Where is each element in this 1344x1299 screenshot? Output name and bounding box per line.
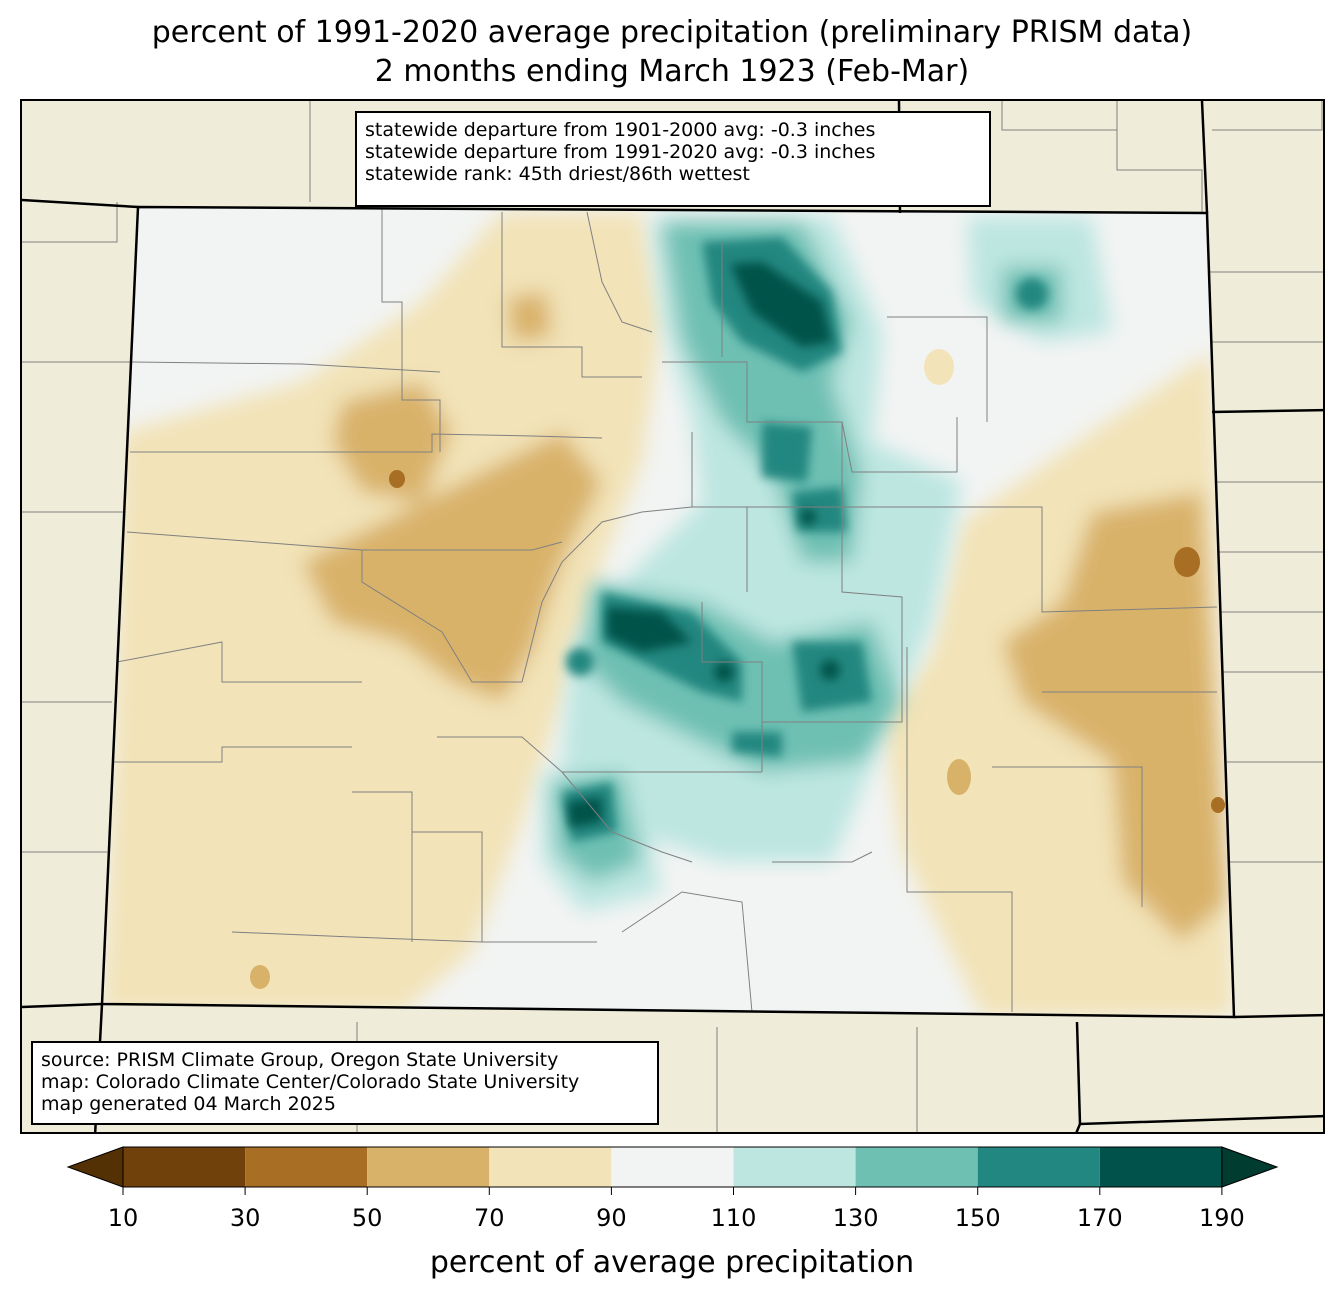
map-credit-line: map: Colorado Climate Center/Colorado St… [41, 1071, 580, 1093]
stats-rank: statewide rank: 45th driest/86th wettest [365, 163, 750, 185]
wet-150-170-mid [762, 422, 812, 482]
colorbar-tick-label: 130 [832, 1204, 879, 1232]
colorbar-segment-b70_90 [489, 1147, 612, 1187]
colorbar-segment-b110_130 [733, 1147, 856, 1187]
colorbar-tick-label: 50 [351, 1204, 383, 1232]
colorbar [66, 1146, 1279, 1195]
wet-170-190-mid-spot [800, 509, 816, 525]
colorbar-under-arrow [66, 1146, 124, 1188]
colorbar-tick-label: 10 [107, 1204, 139, 1232]
colorbar-segment-b50_70 [367, 1147, 490, 1187]
wet-150-170-ne-spot [1016, 278, 1048, 310]
wet-150-170-lower [732, 732, 782, 757]
colorbar-tick-label: 170 [1076, 1204, 1123, 1232]
colorbar-segment-b170_190 [1099, 1147, 1222, 1187]
wet-150-170-bend [792, 487, 847, 532]
stats-departure-1991-2020: statewide departure from 1991-2020 avg: … [365, 141, 876, 163]
colorbar-label: percent of average precipitation [429, 1245, 915, 1280]
colorbar-tick-label: 190 [1198, 1204, 1245, 1232]
colorbar-segment-b130_150 [855, 1147, 978, 1187]
wet-170-190-east-spot [820, 660, 840, 680]
colorbar-tick-label: 90 [596, 1204, 627, 1232]
wet-170-190-south [567, 797, 602, 828]
colorbar-tick-label: 110 [710, 1204, 757, 1232]
wet-170-190-sw-spot [714, 662, 734, 682]
state-borders [22, 101, 1323, 1132]
generated-date-line: map generated 04 March 2025 [41, 1093, 336, 1115]
dry-50-70-central [302, 432, 602, 702]
colorbar-outline [122, 1146, 1223, 1188]
colorbar-segment-b90_110 [611, 1147, 734, 1187]
map-title: percent of 1991-2020 average precipitati… [151, 15, 1193, 50]
colorbar-segment-b30_50 [245, 1147, 368, 1187]
source-credits-box: source: PRISM Climate Group, Oregon Stat… [31, 1041, 659, 1125]
map-subtitle: 2 months ending March 1923 (Feb-Mar) [374, 54, 970, 89]
stats-departure-1901-2000: statewide departure from 1901-2000 avg: … [365, 119, 876, 141]
county-lines [112, 207, 1218, 1013]
small-dry-spots [250, 349, 1225, 989]
colorbar-segment-b150_170 [977, 1147, 1100, 1187]
wet-150-170-sw-spot [566, 648, 594, 676]
wet-170-190-central [607, 607, 692, 652]
colorbar-over-arrow [1221, 1146, 1279, 1188]
precipitation-map [22, 101, 1323, 1132]
colorbar-tick-label: 70 [474, 1204, 505, 1232]
statewide-stats-box: statewide departure from 1901-2000 avg: … [355, 111, 991, 207]
colorbar-tick-label: 30 [229, 1204, 261, 1232]
colorbar-segments [66, 1146, 1279, 1195]
dry-50-70-east [1002, 492, 1227, 942]
source-line: source: PRISM Climate Group, Oregon Stat… [41, 1049, 559, 1071]
dry-50-70-north [332, 382, 452, 502]
colorbar-segment-b10_30 [123, 1147, 246, 1187]
map-panel [20, 99, 1325, 1134]
dry-50-70-northwest [507, 292, 552, 342]
colorbar-tick-label: 150 [954, 1204, 1001, 1232]
wet-170-190-north [730, 262, 832, 347]
